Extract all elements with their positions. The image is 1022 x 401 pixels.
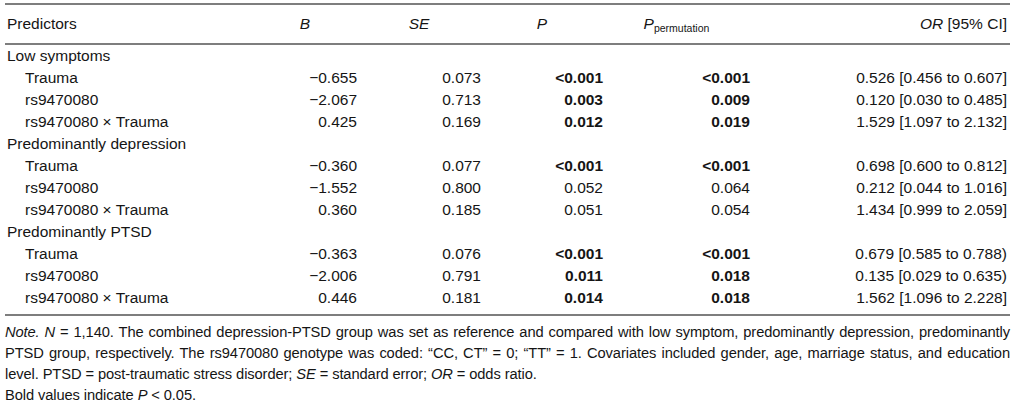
cell-or-ci: 0.679 [0.585 to 0.788) [750,243,1010,265]
note-segment-se: SE [296,366,315,382]
cell-se: 0.791 [357,265,481,287]
header-ci-label: [95% CI] [943,15,1007,32]
table-row: Trauma −0.655 0.073 <0.001 <0.001 0.526 … [5,67,1010,89]
note-bold-values-line: Bold values indicate P < 0.05. [5,385,1010,401]
cell-or-ci: 0.698 [0.600 to 0.812] [750,155,1010,177]
cell-p-permutation: 0.009 [603,89,750,111]
cell-predictor: rs9470080 × Trauma [5,111,253,133]
section-label: Low symptoms [5,44,1010,67]
column-header-predictors: Predictors [5,4,253,44]
header-or-label: OR [920,15,943,32]
cell-se: 0.169 [357,111,481,133]
table-row: rs9470080 × Trauma 0.446 0.181 0.014 0.0… [5,287,1010,309]
paper-table-page: Predictors B SE P Ppermutation OR [95% C… [0,0,1022,401]
cell-predictor: Trauma [5,67,253,89]
cell-or-ci: 1.529 [1.097 to 2.132] [750,111,1010,133]
column-header-b: B [253,4,357,44]
results-table: Predictors B SE P Ppermutation OR [95% C… [5,3,1010,309]
cell-p: 0.011 [481,265,603,287]
header-se-label: SE [409,15,430,32]
cell-predictor: rs9470080 [5,89,253,111]
cell-p: 0.003 [481,89,603,111]
section-row: Predominantly depression [5,133,1010,155]
header-p-permutation-label: P [644,15,654,32]
table-row: rs9470080 −2.006 0.791 0.011 0.018 0.135… [5,265,1010,287]
cell-predictor: rs9470080 × Trauma [5,199,253,221]
section-row: Low symptoms [5,44,1010,67]
table-row: rs9470080 −2.067 0.713 0.003 0.009 0.120… [5,89,1010,111]
cell-b: −0.360 [253,155,357,177]
header-b-label: B [300,15,310,32]
table-row: Trauma −0.360 0.077 <0.001 <0.001 0.698 … [5,155,1010,177]
cell-p: 0.014 [481,287,603,309]
cell-or-ci: 0.526 [0.456 to 0.607] [750,67,1010,89]
cell-se: 0.185 [357,199,481,221]
section-label: Predominantly PTSD [5,221,1010,243]
cell-b: −1.552 [253,177,357,199]
table-row: rs9470080 × Trauma 0.425 0.169 0.012 0.0… [5,111,1010,133]
cell-or-ci: 0.120 [0.030 to 0.485] [750,89,1010,111]
cell-predictor: Trauma [5,243,253,265]
cell-b: 0.446 [253,287,357,309]
cell-or-ci: 1.562 [1.096 to 2.228] [750,287,1010,309]
section-label: Predominantly depression [5,133,1010,155]
cell-se: 0.713 [357,89,481,111]
cell-predictor: rs9470080 [5,265,253,287]
header-row: Predictors B SE P Ppermutation OR [95% C… [5,4,1010,44]
cell-b: 0.425 [253,111,357,133]
table-note: Note. N = 1,140. The combined depression… [5,314,1010,401]
cell-or-ci: 0.135 [0.029 to 0.635) [750,265,1010,287]
bold-values-text: Bold values indicate [5,387,138,401]
note-segment-or: OR [431,366,453,382]
cell-p-permutation: 0.064 [603,177,750,199]
cell-predictor: Trauma [5,155,253,177]
header-p-label: P [537,15,547,32]
note-segment-se-def: = standard error; [316,366,431,382]
cell-se: 0.077 [357,155,481,177]
bold-values-threshold: < 0.05. [147,387,196,401]
table-row: rs9470080 −1.552 0.800 0.052 0.064 0.212… [5,177,1010,199]
cell-p: <0.001 [481,243,603,265]
cell-predictor: rs9470080 × Trauma [5,287,253,309]
cell-p-permutation: 0.054 [603,199,750,221]
cell-b: −2.006 [253,265,357,287]
table-row: rs9470080 × Trauma 0.360 0.185 0.051 0.0… [5,199,1010,221]
column-header-se: SE [357,4,481,44]
cell-p: <0.001 [481,155,603,177]
cell-predictor: rs9470080 [5,177,253,199]
cell-p-permutation: 0.018 [603,287,750,309]
cell-b: −2.067 [253,89,357,111]
cell-se: 0.073 [357,67,481,89]
cell-or-ci: 0.212 [0.044 to 1.016] [750,177,1010,199]
header-p-permutation-subscript: permutation [654,22,709,34]
cell-b: −0.655 [253,67,357,89]
cell-b: −0.363 [253,243,357,265]
cell-p: <0.001 [481,67,603,89]
cell-p-permutation: 0.018 [603,265,750,287]
cell-p: 0.052 [481,177,603,199]
cell-se: 0.800 [357,177,481,199]
cell-p-permutation: <0.001 [603,155,750,177]
note-paragraph: Note. N = 1,140. The combined depression… [5,322,1010,385]
cell-p-permutation: 0.019 [603,111,750,133]
cell-p-permutation: <0.001 [603,67,750,89]
note-segment-or-def: = odds ratio. [453,366,537,382]
column-header-or-ci: OR [95% CI] [750,4,1010,44]
note-segment-note-n: Note. N [5,324,55,340]
cell-se: 0.181 [357,287,481,309]
cell-b: 0.360 [253,199,357,221]
cell-or-ci: 1.434 [0.999 to 2.059] [750,199,1010,221]
cell-p: 0.051 [481,199,603,221]
section-row: Predominantly PTSD [5,221,1010,243]
bold-values-p: P [138,387,148,401]
cell-p: 0.012 [481,111,603,133]
table-row: Trauma −0.363 0.076 <0.001 <0.001 0.679 … [5,243,1010,265]
column-header-p-permutation: Ppermutation [603,4,750,44]
column-header-p: P [481,4,603,44]
cell-p-permutation: <0.001 [603,243,750,265]
cell-se: 0.076 [357,243,481,265]
